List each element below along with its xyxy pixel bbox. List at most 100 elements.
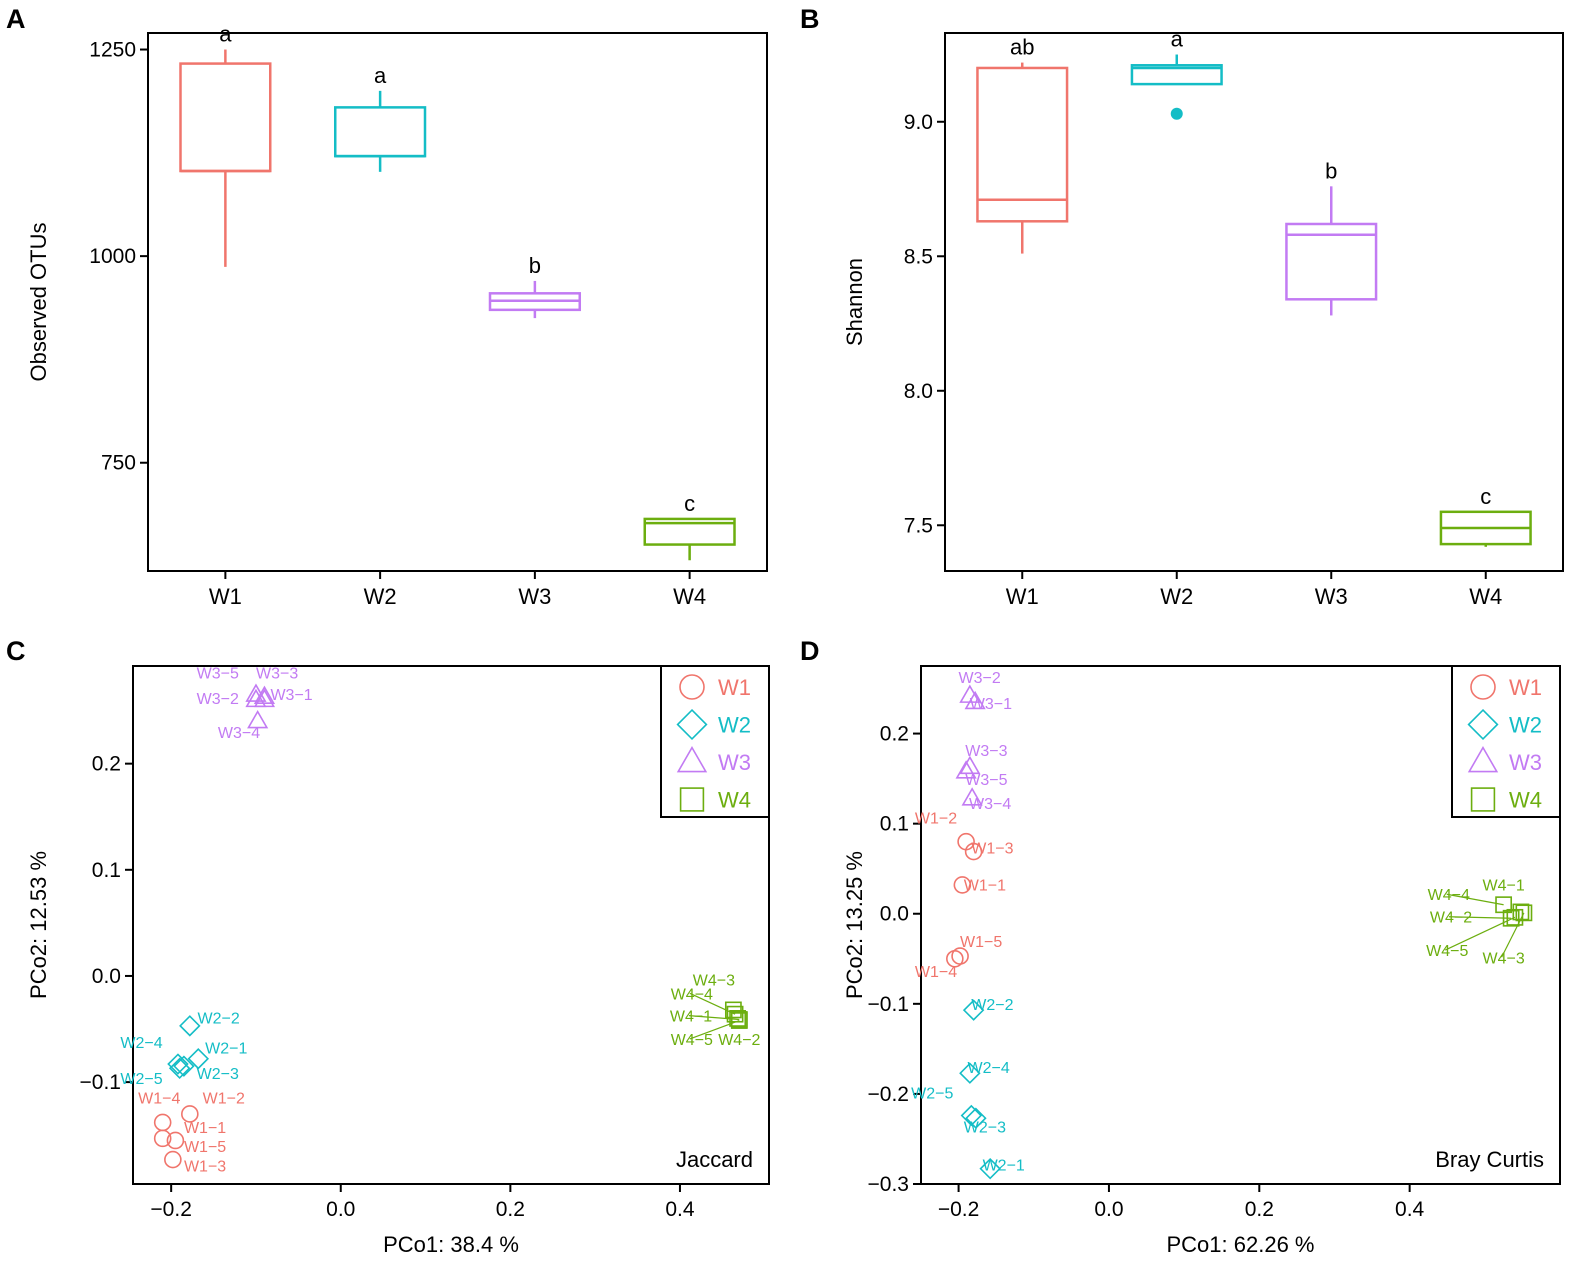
point-label: W1−3 [971, 840, 1013, 857]
scatter-point-w1: W1−2 [181, 1090, 245, 1123]
scatter-point-w3: W3−5 [955, 760, 1008, 789]
x-tick-label: −0.2 [150, 1198, 191, 1221]
point-label: W2−5 [120, 1071, 162, 1088]
box-w2: a [1130, 27, 1223, 120]
legend: W1 W2 W3 W4 [660, 665, 770, 818]
point-label: W1−2 [203, 1090, 245, 1107]
x-tick-label: 0.2 [496, 1198, 525, 1221]
triangle-marker [959, 755, 981, 775]
scatter-point-w2: W2−2 [179, 1011, 240, 1037]
point-label: W4−5 [671, 1032, 713, 1049]
y-tick-label: 8.5 [904, 245, 933, 268]
scatter-point-w1: W1−4 [915, 949, 964, 981]
circle-marker [181, 1105, 199, 1123]
y-tick-label: 0.0 [880, 903, 909, 926]
y-tick-label: 0.2 [880, 723, 909, 746]
triangle-marker [955, 760, 977, 779]
box-iqr [1130, 64, 1223, 86]
y-tick-label: 0.1 [92, 859, 121, 882]
diamond-marker [962, 999, 985, 1021]
scatter-point-w2: W2−5 [911, 1085, 983, 1127]
scatter-point-w3: W3−4 [218, 709, 269, 742]
scatter-point-w4: W4−4 [671, 986, 744, 1023]
point-label: W4−3 [693, 973, 735, 990]
box-iqr [179, 62, 272, 173]
square-marker [1495, 896, 1513, 914]
point-label: W3−1 [970, 696, 1012, 713]
significance-letter: a [1171, 27, 1184, 52]
point-label: W4−3 [1482, 950, 1524, 967]
box-w4: c [643, 491, 736, 561]
scatter-point-w1: W1−3 [964, 840, 1014, 861]
panel-label: C [6, 636, 26, 666]
box-w3: b [1285, 158, 1378, 316]
x-axis-label: PCo1: 38.4 % [383, 1232, 519, 1257]
square-marker [729, 1010, 747, 1027]
diamond-marker [960, 1104, 983, 1127]
x-tick-label: 0.4 [665, 1198, 695, 1221]
triangle-marker [245, 683, 267, 702]
scatter-point-w2: W2−3 [173, 1055, 239, 1083]
significance-letter: c [684, 491, 695, 516]
point-label: W2−3 [964, 1120, 1006, 1137]
y-tick-label: −0.1 [80, 1071, 121, 1094]
point-label: W2−2 [198, 1011, 240, 1028]
legend-label: W3 [718, 750, 751, 775]
point-label: W4−1 [1482, 877, 1524, 894]
circle-marker [164, 1150, 182, 1169]
plot-frame [132, 665, 770, 1185]
point-label: W2−4 [120, 1035, 162, 1052]
y-tick-label: 7.5 [904, 514, 933, 537]
x-tick-label: 0.0 [326, 1198, 355, 1221]
x-tick-label: W1 [1006, 584, 1039, 609]
plot-frame [944, 32, 1564, 572]
point-label: W3−5 [965, 772, 1007, 789]
scatter-point-w4: W4−4 [1428, 887, 1513, 914]
y-tick-label: 0.1 [880, 813, 909, 836]
panel-c: C −0.1 0.0 0.1 0.2 PCo2: 12.53 % −0.2 0.0 0.2 0.4… [6, 636, 770, 1257]
legend-triangle-icon [1467, 745, 1499, 773]
point-label: W3−2 [197, 691, 239, 708]
x-tick-label: 0.2 [1245, 1198, 1274, 1221]
legend-circle-icon [1470, 674, 1496, 700]
diamond-marker [167, 1053, 189, 1075]
legend-box [1451, 665, 1561, 818]
legend-label: W2 [718, 713, 751, 738]
square-marker [730, 1012, 748, 1029]
x-tick-label: −0.2 [938, 1198, 979, 1221]
legend-triangle-icon [676, 745, 708, 773]
point-label: W4−5 [1426, 943, 1468, 960]
point-label: W2−2 [971, 997, 1013, 1014]
legend-label: W2 [1509, 713, 1542, 738]
leader-line [1444, 916, 1516, 951]
scatter-point-w3: W3−5 [197, 666, 267, 702]
scatter-point-w1: W1−1 [166, 1120, 226, 1150]
y-axis-label: PCo2: 12.53 % [26, 851, 51, 999]
legend-square-icon [679, 787, 705, 812]
point-label: W3−2 [959, 670, 1001, 687]
scatter-point-w2: W2−1 [187, 1040, 247, 1070]
point-label: W2−3 [197, 1066, 239, 1083]
x-tick-label: W2 [1160, 584, 1193, 609]
legend-circle-icon [679, 674, 705, 700]
scatter-point-w1: W1−3 [164, 1150, 226, 1175]
plot-frame [920, 665, 1561, 1185]
point-label: W1−2 [915, 811, 957, 828]
y-tick-label: −0.3 [868, 1173, 909, 1196]
triangle-marker [247, 709, 269, 729]
scatter-point-w3: W3−2 [959, 670, 1001, 703]
point-label: W1−1 [184, 1120, 226, 1137]
x-tick-label: 0.0 [1094, 1198, 1123, 1221]
distance-metric-label: Jaccard [676, 1147, 753, 1172]
box-w1: a [179, 22, 272, 267]
legend-square-icon [1470, 787, 1496, 812]
significance-letter: a [219, 22, 232, 47]
y-tick-label: −0.2 [868, 1083, 909, 1106]
y-tick-label: 750 [101, 452, 136, 475]
significance-letter: ab [1010, 35, 1034, 60]
point-label: W1−5 [184, 1139, 226, 1156]
point-label: W3−1 [270, 687, 312, 704]
x-tick-label: W4 [673, 584, 706, 609]
